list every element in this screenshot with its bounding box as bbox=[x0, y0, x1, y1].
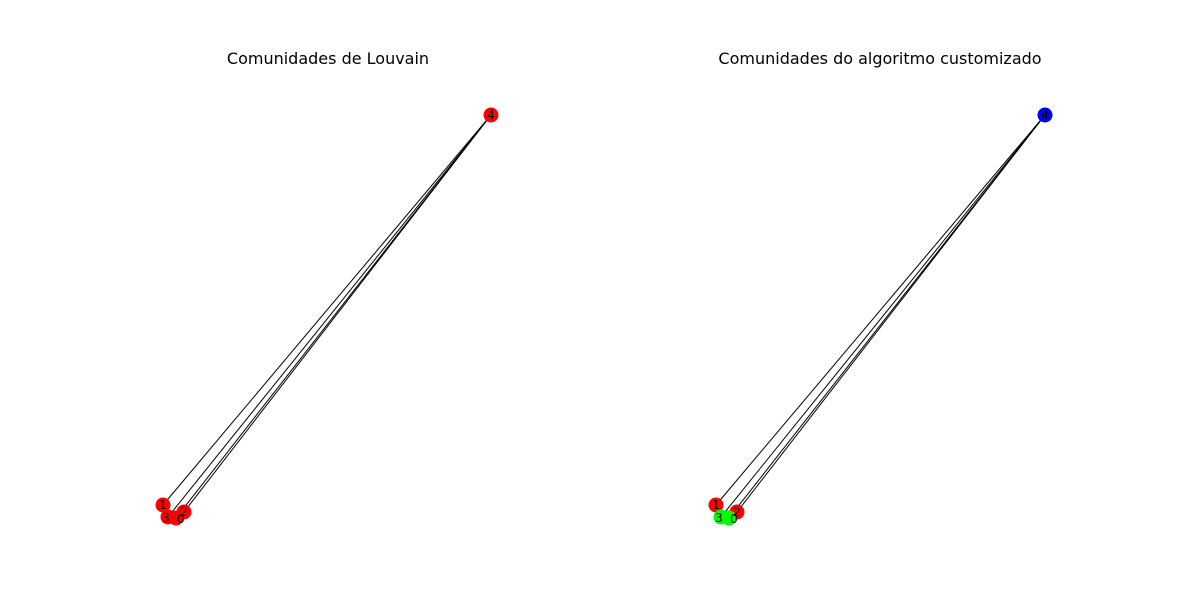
graph-node-label-2: 2 bbox=[180, 505, 188, 519]
graph-node-1 bbox=[708, 497, 724, 513]
graph-node-label-4: 4 bbox=[487, 108, 495, 122]
graph-panel-0: 1 23 0 4 bbox=[155, 107, 499, 526]
graph-node-label-2: 2 bbox=[733, 505, 741, 519]
graph-node-1 bbox=[155, 497, 171, 513]
graph-node-0 bbox=[721, 510, 737, 526]
graph-node-4 bbox=[483, 107, 499, 123]
graph-edge-4-1 bbox=[715, 114, 1046, 506]
graph-node-label-1: 1 bbox=[159, 498, 167, 512]
panel-title-louvain: Comunidades de Louvain bbox=[226, 49, 430, 68]
graph-node-label-3: 3 bbox=[162, 511, 170, 525]
graph-edge-4-2 bbox=[736, 114, 1046, 513]
graph-node-label-4: 4 bbox=[1041, 108, 1049, 122]
graph-node-label-0: 0 bbox=[730, 512, 738, 526]
graph-panel-1: 1 23 0 4 bbox=[708, 107, 1053, 526]
graph-edge-4-1 bbox=[162, 114, 492, 506]
graph-edge-4-3 bbox=[167, 114, 492, 518]
graph-node-4 bbox=[1037, 107, 1053, 123]
graph-node-label-0: 0 bbox=[177, 512, 185, 526]
graph-edge-4-3 bbox=[720, 114, 1046, 518]
graph-node-label-3: 3 bbox=[715, 511, 723, 525]
graph-edge-4-2 bbox=[183, 114, 492, 513]
panel-title-custom: Comunidades do algoritmo customizado bbox=[718, 49, 1042, 68]
graph-node-label-1: 1 bbox=[712, 498, 720, 512]
graph-node-0 bbox=[168, 510, 184, 526]
